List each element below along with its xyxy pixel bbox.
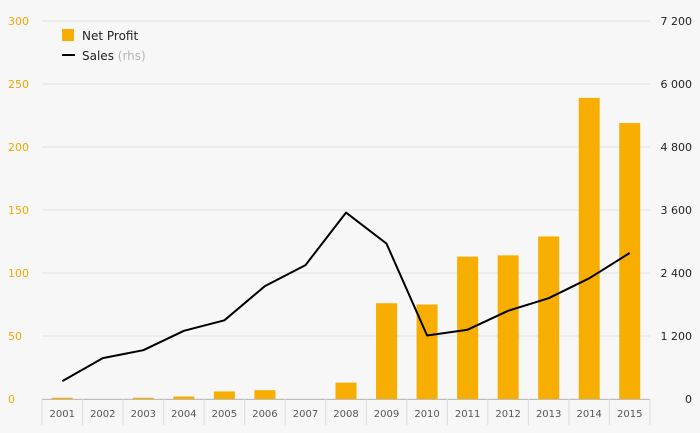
left-tick-label: 300: [8, 15, 29, 28]
x-tick-label: 2001: [50, 409, 75, 420]
right-tick-label: 7 200: [661, 15, 693, 28]
sales-line: [61, 211, 631, 382]
bar-net-profit: [132, 397, 154, 399]
left-tick-label: 100: [8, 267, 29, 280]
bar-net-profit: [578, 97, 600, 400]
bar-net-profit: [416, 304, 438, 399]
bar-net-profit: [173, 396, 195, 399]
legend-sales-name: Sales: [82, 49, 114, 63]
bar-net-profit: [497, 255, 519, 399]
right-tick-label: 2 400: [661, 267, 693, 280]
x-tick-label: 2010: [414, 409, 439, 420]
bar-net-profit: [51, 397, 73, 399]
x-tick-label: 2005: [212, 409, 237, 420]
x-tick-label: 2013: [536, 409, 561, 420]
bar-net-profit: [335, 382, 357, 399]
right-tick-label: 4 800: [661, 141, 693, 154]
x-tick-label: 2014: [576, 409, 601, 420]
x-tick-label: 2007: [293, 409, 318, 420]
right-tick-label: 0: [685, 393, 692, 406]
x-tick-label: 2012: [495, 409, 520, 420]
left-tick-label: 250: [8, 78, 29, 91]
x-tick-label: 2015: [617, 409, 642, 420]
legend-sales-note: (rhs): [118, 49, 146, 63]
left-tick-label: 150: [8, 204, 29, 217]
bar-net-profit: [538, 236, 560, 399]
legend: Net Profit Sales (rhs): [62, 29, 146, 63]
right-tick-label: 1 200: [661, 330, 693, 343]
x-tick-label: 2003: [131, 409, 156, 420]
gridlines: [42, 20, 650, 400]
left-axis-ticks: 0 50 100 150 200 250 300: [8, 15, 29, 406]
right-tick-label: 6 000: [661, 78, 693, 91]
x-tick-label: 2002: [90, 409, 115, 420]
x-tick-label: 2004: [171, 409, 196, 420]
left-tick-label: 200: [8, 141, 29, 154]
bar-net-profit: [619, 123, 641, 399]
legend-swatch-net-profit: [62, 29, 74, 41]
left-tick-label: 0: [8, 393, 15, 406]
right-tick-label: 3 600: [661, 204, 693, 217]
x-tick-label: 2009: [374, 409, 399, 420]
x-axis: 2001 2002 2003 2004 2005 2006 2007 2008 2009 2010…: [41, 399, 651, 425]
legend-label-net-profit: Net Profit: [82, 29, 138, 43]
bar-net-profit: [457, 256, 479, 399]
x-tick-label: 2011: [455, 409, 480, 420]
net-profit-bars: [51, 97, 641, 400]
x-tick-label: 2008: [333, 409, 358, 420]
bar-net-profit: [376, 303, 398, 399]
right-axis-ticks: 0 1 200 2 400 3 600 4 800 6 000 7 200: [661, 15, 693, 406]
bar-net-profit: [254, 390, 276, 399]
legend-label-sales: Sales (rhs): [82, 49, 146, 63]
left-tick-label: 50: [8, 330, 22, 343]
bar-net-profit: [213, 391, 235, 399]
x-tick-label: 2006: [252, 409, 277, 420]
